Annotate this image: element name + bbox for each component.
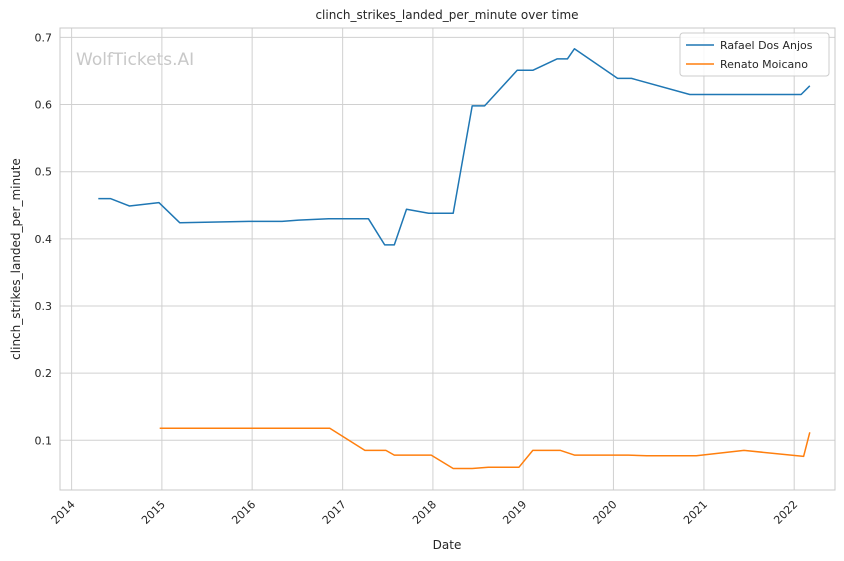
series-line-renato-moicano [159, 427, 811, 470]
x-axis-title: Date [433, 538, 462, 552]
legend-box [679, 32, 830, 77]
legend-entries: Rafael Dos Anjos Renato Moicano [686, 39, 813, 71]
y-tick-label: 0.4 [35, 233, 53, 246]
y-tick-label: 0.3 [35, 300, 53, 313]
grid [60, 28, 835, 490]
series-lines [98, 48, 811, 470]
y-axis-title: clinch_strikes_landed_per_minute [9, 158, 23, 360]
legend: Rafael Dos Anjos Renato Moicano [679, 32, 830, 77]
y-tick-label: 0.6 [35, 99, 53, 112]
plot-frame [59, 27, 836, 491]
legend-label: Renato Moicano [720, 58, 808, 71]
y-tick-label: 0.2 [35, 367, 53, 380]
watermark: WolfTickets.AI [76, 50, 194, 70]
y-tick-labels: 0.1 0.2 0.3 0.4 0.5 0.6 0.7 [35, 31, 53, 447]
y-tick-label: 0.7 [35, 31, 53, 44]
chart-title: clinch_strikes_landed_per_minute over ti… [315, 8, 578, 22]
y-tick-label: 0.1 [35, 434, 53, 447]
legend-label: Rafael Dos Anjos [720, 39, 813, 52]
series-line-rafael-dos-anjos [98, 48, 811, 246]
y-tick-label: 0.5 [35, 166, 53, 179]
